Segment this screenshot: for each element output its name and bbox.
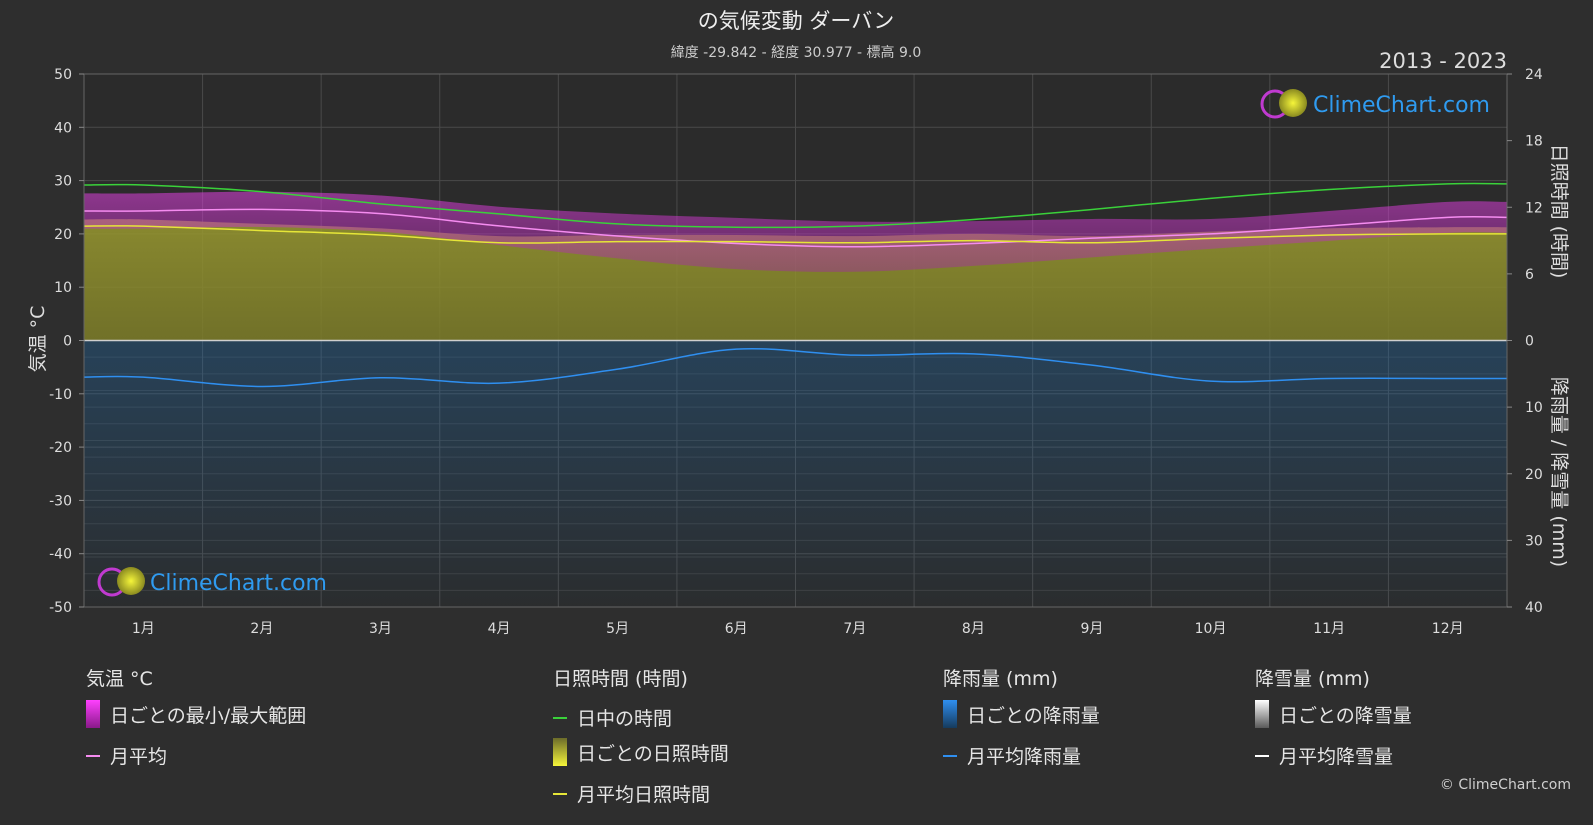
left-tick-label: -40	[49, 547, 72, 563]
left-tick-label: 50	[54, 67, 72, 83]
legend-rain-daily-label: 日ごとの降雨量	[967, 704, 1100, 727]
chart-title: の気候変動 ダーバン	[698, 9, 895, 33]
daylight-swatch	[553, 716, 567, 719]
chart-subtitle: 緯度 -29.842 - 経度 30.977 - 標高 9.0	[671, 44, 922, 61]
legend-sun-avg: 月平均日照時間	[553, 780, 710, 807]
watermark-text: ClimeChart.com	[150, 571, 327, 596]
sunshine-avg-swatch	[553, 792, 567, 795]
watermark-top: ClimeChart.com	[1260, 89, 1490, 119]
legend-snow-title: 降雪量 (mm)	[1255, 668, 1370, 690]
plot-area: 50 40 30 20 10 0 -10 -20 -30 -40 -50 24 18 12 6 0 10 20 30…	[49, 67, 1543, 637]
month-label: 7月	[843, 621, 866, 637]
year-range: 2013 - 2023	[1379, 49, 1507, 73]
month-label: 11月	[1313, 621, 1345, 637]
legend-sun-daylight: 日中の時間	[553, 704, 672, 731]
legend-snow-avg-label: 月平均降雪量	[1279, 746, 1394, 768]
left-tick-label: -30	[49, 493, 72, 509]
month-label: 10月	[1195, 621, 1227, 637]
sunshine-avg-line	[83, 225, 1508, 244]
snow-daily-swatch	[1255, 700, 1269, 728]
month-label: 3月	[369, 621, 392, 637]
legend-temp-avg: 月平均	[86, 742, 167, 769]
month-label: 2月	[250, 621, 273, 637]
legend-sun-avg-label: 月平均日照時間	[577, 784, 711, 806]
month-label: 1月	[132, 621, 155, 637]
left-tick-label: 0	[63, 334, 72, 350]
legend-sun-daily-label: 日ごとの日照時間	[577, 742, 729, 765]
temperature-avg-line	[83, 208, 1508, 248]
sunshine-daily-swatch	[553, 738, 567, 766]
left-tick-label: 40	[54, 120, 72, 136]
month-label: 8月	[962, 621, 985, 637]
legend-snow-daily: 日ごとの降雪量	[1255, 700, 1412, 728]
legend-sun-daily: 日ごとの日照時間	[553, 738, 729, 766]
rain-avg-line	[83, 348, 1507, 388]
legend-sun-daylight-label: 日中の時間	[577, 708, 673, 730]
legend-sun-title: 日照時間 (時間)	[553, 668, 688, 690]
copyright: © ClimeChart.com	[1439, 777, 1571, 793]
temp-avg-swatch	[86, 754, 100, 757]
legend-rain-avg: 月平均降雨量	[943, 742, 1081, 769]
month-label: 9月	[1080, 621, 1103, 637]
left-axis-label: 気温 °C	[27, 306, 49, 373]
logo-sun-icon	[1279, 89, 1307, 117]
month-label: 12月	[1432, 621, 1464, 637]
right-top-tick-label: 0	[1525, 334, 1534, 350]
legend-snow-daily-label: 日ごとの降雪量	[1279, 704, 1412, 727]
daylight-line	[83, 182, 1508, 229]
month-label: 5月	[606, 621, 629, 637]
left-tick-label: 10	[54, 280, 72, 296]
rain-area	[84, 340, 1507, 607]
month-label: 4月	[488, 621, 511, 637]
legend-temp-range-label: 日ごとの最小/最大範囲	[110, 704, 307, 727]
legend-rain-title: 降雨量 (mm)	[943, 668, 1058, 690]
legend-temp-range: 日ごとの最小/最大範囲	[86, 700, 306, 728]
watermark-text: ClimeChart.com	[1313, 93, 1490, 118]
left-tick-label: -10	[49, 387, 72, 403]
right-top-tick-label: 24	[1525, 67, 1543, 83]
legend-snow-avg: 月平均降雪量	[1255, 742, 1393, 769]
legend-temp-avg-label: 月平均	[110, 746, 168, 768]
right-top-tick-label: 18	[1525, 134, 1543, 150]
right-bottom-tick-label: 30	[1525, 533, 1543, 549]
right-top-tick-label: 12	[1525, 200, 1543, 216]
legend-temp-title: 気温 °C	[86, 668, 153, 690]
legend-rain-avg-label: 月平均降雨量	[967, 746, 1082, 768]
rain-daily-swatch	[943, 700, 957, 728]
right-axis-bottom-label: 降雨量 / 降雪量 (mm)	[1548, 377, 1570, 567]
watermark-bottom: ClimeChart.com	[97, 567, 327, 597]
temperature-range-band	[84, 191, 1507, 272]
legend-rain-daily: 日ごとの降雨量	[943, 700, 1100, 728]
right-bottom-tick-label: 10	[1525, 400, 1543, 416]
right-axis-top-label: 日照時間 (時間)	[1548, 144, 1570, 279]
left-tick-label: -50	[49, 600, 72, 616]
snow-avg-swatch	[1255, 754, 1269, 757]
right-bottom-tick-label: 40	[1525, 600, 1543, 616]
rain-avg-swatch	[943, 754, 957, 757]
logo-sun-icon	[117, 567, 145, 595]
left-tick-label: -20	[49, 440, 72, 456]
left-tick-label: 30	[54, 174, 72, 190]
month-label: 6月	[725, 621, 748, 637]
right-top-tick-label: 6	[1525, 267, 1534, 283]
left-tick-label: 20	[54, 227, 72, 243]
temp-range-swatch	[86, 700, 100, 728]
right-bottom-tick-label: 20	[1525, 467, 1543, 483]
